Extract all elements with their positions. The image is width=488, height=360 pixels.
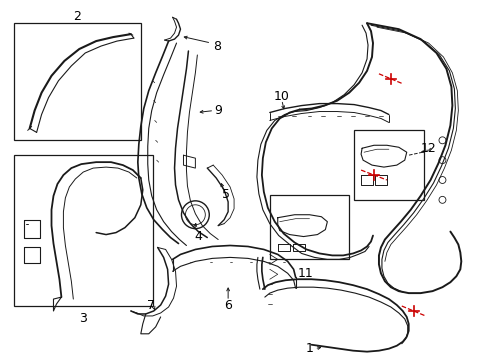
Bar	[269, 195, 348, 260]
Text: 8: 8	[213, 40, 221, 53]
Text: 7: 7	[146, 298, 154, 311]
Bar	[14, 155, 152, 306]
Text: 2: 2	[73, 10, 81, 23]
Bar	[353, 130, 423, 200]
Text: 10: 10	[273, 90, 289, 103]
Text: 6: 6	[224, 298, 232, 311]
Text: 5: 5	[222, 188, 230, 201]
Text: 1: 1	[305, 342, 313, 355]
Text: 9: 9	[214, 104, 222, 117]
Text: 11: 11	[297, 267, 313, 280]
Text: 3: 3	[79, 312, 87, 325]
Text: 12: 12	[420, 142, 436, 155]
Text: 4: 4	[194, 230, 202, 243]
Bar	[14, 23, 141, 140]
